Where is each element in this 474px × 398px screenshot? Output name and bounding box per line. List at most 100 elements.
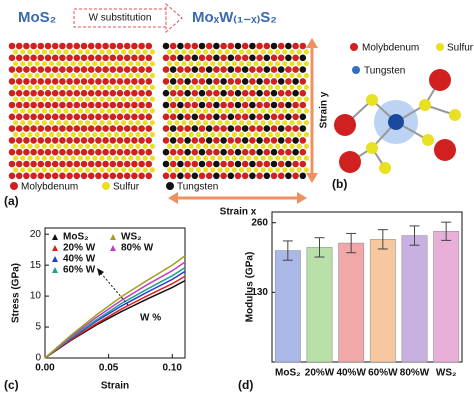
error-bar [377,229,388,250]
atom [102,101,109,109]
atom [8,101,16,109]
atom [292,172,299,180]
atom [277,66,285,73]
atom [162,125,170,132]
atom [195,96,201,102]
atom [246,84,252,90]
atom [121,84,127,90]
atom [15,172,23,180]
legend-text: Molybdenum [362,43,419,54]
atom [20,72,26,79]
atom [227,113,235,121]
atom [34,120,40,126]
atom [256,148,263,156]
atom [80,78,88,85]
atom [113,167,119,173]
atom [102,89,109,97]
atom [49,167,55,173]
error-bar [314,237,325,258]
x-tick-label: 0.00 [35,363,55,374]
atom [92,143,98,149]
atom [44,78,52,85]
atom [263,160,271,168]
atom [177,113,184,121]
legend-text: Tungsten [177,182,218,193]
strain-arrows [168,38,318,204]
atom [169,148,177,156]
atom [59,160,66,168]
atom [145,137,153,144]
atom [177,101,184,109]
atom [270,42,278,50]
atom [13,72,19,79]
atom [249,148,256,156]
atom [303,49,309,55]
atom [73,148,81,156]
atom [13,49,19,55]
atom [282,167,288,173]
atom [95,113,102,121]
atom [66,78,73,85]
atom [184,89,191,97]
atom [15,148,23,156]
atom [162,160,170,168]
atom [277,54,285,62]
atom [177,137,184,144]
atom [131,78,138,85]
atom [73,66,81,73]
atom [169,113,177,121]
atom [231,108,237,114]
atom [282,72,288,79]
atom [213,160,220,168]
atom [116,54,124,62]
atom [277,78,285,85]
atom [289,120,295,126]
atom [217,96,223,102]
atom [128,49,134,55]
atom [116,89,124,97]
atom [249,89,256,97]
atom [95,89,102,97]
atom [203,108,209,114]
atom [234,78,242,85]
atom [256,137,263,144]
atom [13,131,19,138]
atom [234,42,242,50]
atom [210,155,216,161]
atom [92,167,98,173]
atom [205,66,213,73]
atom [260,84,266,90]
legend-marker [110,245,116,251]
atom [99,61,105,67]
atom [299,89,307,97]
atom [109,54,117,62]
atom [77,155,83,161]
atom [34,96,40,102]
x-tick-label: 20%W [305,368,335,379]
atom [224,143,230,149]
bar [433,231,460,363]
atom [285,113,292,121]
atom [80,89,88,97]
atom [23,66,30,73]
atom [231,143,237,149]
atom [80,125,88,132]
atom [234,148,242,156]
atom [169,66,177,73]
atom [303,155,309,161]
atom [49,131,55,138]
atom [267,143,273,149]
atom [44,125,52,132]
atom [30,66,37,73]
atom [296,61,302,67]
series-line [44,279,186,359]
atom [113,155,119,161]
atom [213,66,220,73]
atom [128,131,134,138]
bar [306,247,333,363]
atom [128,96,134,102]
atom [191,160,199,168]
atom [275,84,281,90]
panel-label: (d) [238,378,253,392]
plot-frame [271,211,463,363]
